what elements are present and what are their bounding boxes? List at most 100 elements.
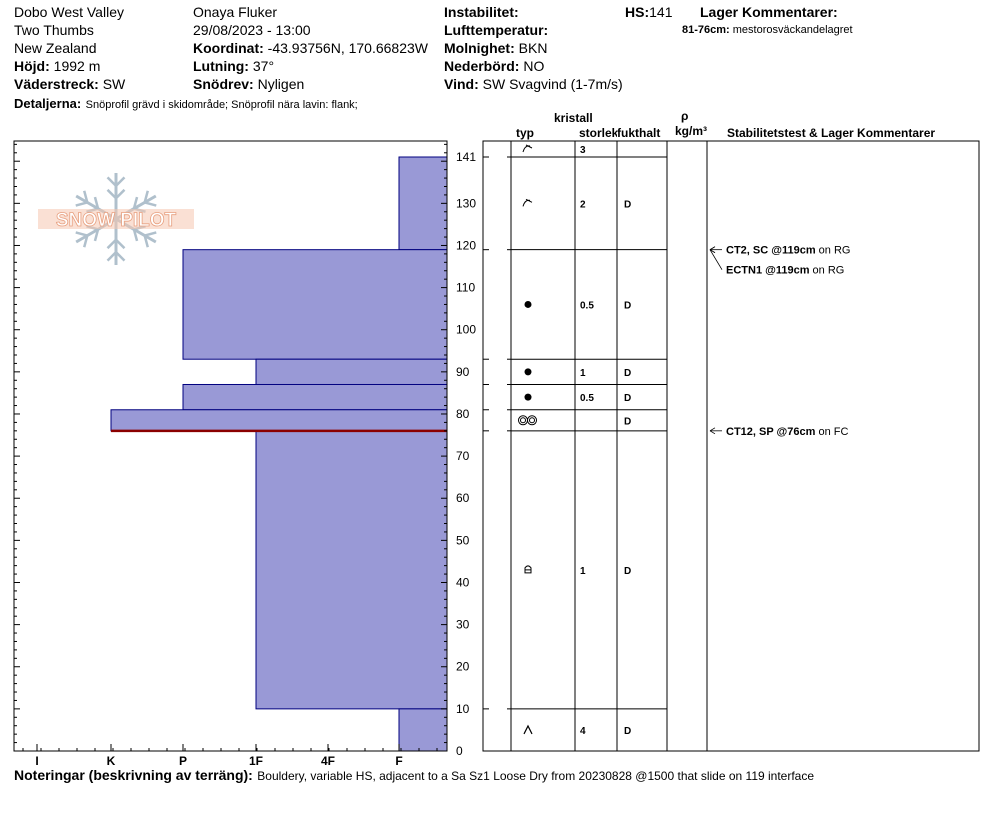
layer-comment-row: 81-76cm: mestorosväckandelagret: [682, 24, 853, 36]
icon-dot: [524, 393, 532, 401]
hardness-layer: [182, 249, 448, 360]
precip-value: NO: [523, 58, 545, 74]
flake-branch: [143, 190, 149, 203]
hardness-layer: [255, 358, 448, 385]
flake-branch: [106, 176, 117, 187]
y-tick-label: 110: [456, 281, 475, 295]
hardness-layer: [110, 409, 448, 432]
country-name: New Zealand: [14, 40, 97, 56]
density-unit-header: kg/m³: [675, 124, 708, 138]
moisture: D: [624, 416, 631, 427]
layer-comment-text: mestorosväckandelagret: [732, 24, 853, 36]
wind-row: Vind: SW Svagvind (1-7m/s): [444, 76, 623, 92]
moisture: D: [624, 393, 631, 404]
aspect-row: Väderstreck: SW: [14, 76, 125, 92]
precip-label: Nederbörd:: [444, 58, 520, 74]
x-tick-label: 1F: [249, 754, 263, 768]
elevation-row: Höjd: 1992 m: [14, 58, 100, 74]
fukthalt-header: fukthalt: [617, 126, 661, 140]
hardness-layer: [398, 156, 448, 251]
instability-label: Instabilitet:: [444, 4, 519, 20]
y-tick-label: 10: [456, 702, 470, 716]
x-tick-label: 4F: [321, 754, 335, 768]
hardness-layer: [255, 430, 448, 710]
moisture: D: [624, 368, 631, 379]
y-tick-label: 0: [456, 744, 463, 758]
flake-branch: [93, 229, 100, 242]
y-tick-label: 120: [456, 238, 476, 252]
precip-row: Nederbörd: NO: [444, 58, 544, 74]
sub-area-name: Two Thumbs: [14, 22, 94, 38]
flake-branch: [115, 176, 126, 187]
stability-test-label: CT2, SC @119cm on RG: [726, 245, 850, 257]
typ-header: typ: [516, 126, 534, 140]
y-tick-label: 50: [456, 533, 470, 547]
stability-header: Stabilitetstest & Lager Kommentarer: [727, 126, 936, 140]
aspect-label: Väderstreck:: [14, 76, 99, 92]
flake-branch: [132, 229, 139, 242]
moisture: D: [624, 726, 631, 737]
flake-branch: [75, 231, 88, 237]
slope-row: Lutning: 37°: [193, 58, 274, 74]
snowpilot-logo: SNOW PILOT: [38, 173, 194, 265]
y-tick-label: 70: [456, 449, 470, 463]
faceted-rounded-icon: [524, 565, 532, 574]
y-tick-label: 20: [456, 660, 470, 674]
hs-label: HS:: [625, 4, 650, 20]
cloud-row: Molnighet: BKN: [444, 40, 547, 56]
logo-text: SNOW PILOT: [56, 210, 177, 231]
grain-table-frame: [482, 140, 980, 752]
rho-header: ρ: [681, 109, 689, 123]
grain-size: 2: [580, 199, 586, 210]
cloud-label: Molnighet:: [444, 40, 515, 56]
flake-branch: [115, 188, 126, 200]
coordinate-row: Koordinat: -43.93756N, 170.66823W: [193, 40, 428, 56]
slope-value: 37°: [252, 58, 275, 74]
depth-hoar-icon: [523, 724, 533, 735]
y-tick-label: 90: [456, 365, 470, 379]
hs-row: HS:141: [625, 4, 672, 20]
grain-size: 3: [580, 145, 586, 156]
icon-dot: [524, 300, 532, 308]
hs-value: 141: [649, 4, 673, 20]
hardness-plot-frame: [13, 140, 448, 752]
icon-ring: [518, 415, 528, 426]
y-tick-label: 130: [456, 196, 476, 210]
details-label: Detaljerna:: [14, 96, 82, 111]
moisture: D: [624, 199, 631, 210]
cloud-value: BKN: [518, 40, 548, 56]
y-tick-label: 80: [456, 407, 470, 421]
details-value: Snöprofil grävd i skidområde; Snöprofil …: [85, 99, 358, 111]
icon-shape: [523, 724, 533, 735]
precip-particles-icon: [522, 198, 533, 207]
layer-comments-label: Lager Kommentarer:: [700, 4, 838, 20]
location-name: Dobo West Valley: [14, 4, 124, 20]
observer-name: Onaya Fluker: [193, 4, 278, 20]
details-row: Detaljerna: Snöprofil grävd i skidområde…: [14, 95, 358, 113]
drift-label: Snödrev:: [193, 76, 254, 92]
layer-comment-range: 81-76cm:: [682, 24, 730, 36]
y-tick-label: 40: [456, 575, 470, 589]
moisture: D: [624, 300, 631, 311]
icon-stroke: [522, 144, 533, 153]
grain-size: 0.5: [580, 393, 594, 404]
y-tick-label: 141: [456, 150, 476, 164]
drift-value: Nyligen: [257, 76, 305, 92]
hardness-layer: [182, 383, 448, 411]
airtemp-label: Lufttemperatur:: [444, 22, 549, 38]
flake-branch: [115, 238, 126, 250]
flake-branch: [93, 196, 100, 209]
flake-branch: [106, 251, 117, 262]
grain-size: 1: [580, 566, 586, 577]
notes-value: Bouldery, variable HS, adjacent to a Sa …: [257, 769, 815, 783]
rounded-grains-icon: [524, 368, 532, 376]
logo-band: [38, 209, 194, 229]
elevation-label: Höjd:: [14, 58, 50, 74]
test-arrowhead: [709, 427, 716, 435]
flake-branch: [144, 231, 157, 237]
flake-branch: [132, 196, 139, 209]
grain-size: 0.5: [580, 300, 594, 311]
drift-row: Snödrev: Nyligen: [193, 76, 304, 92]
flake-branch: [83, 190, 89, 203]
